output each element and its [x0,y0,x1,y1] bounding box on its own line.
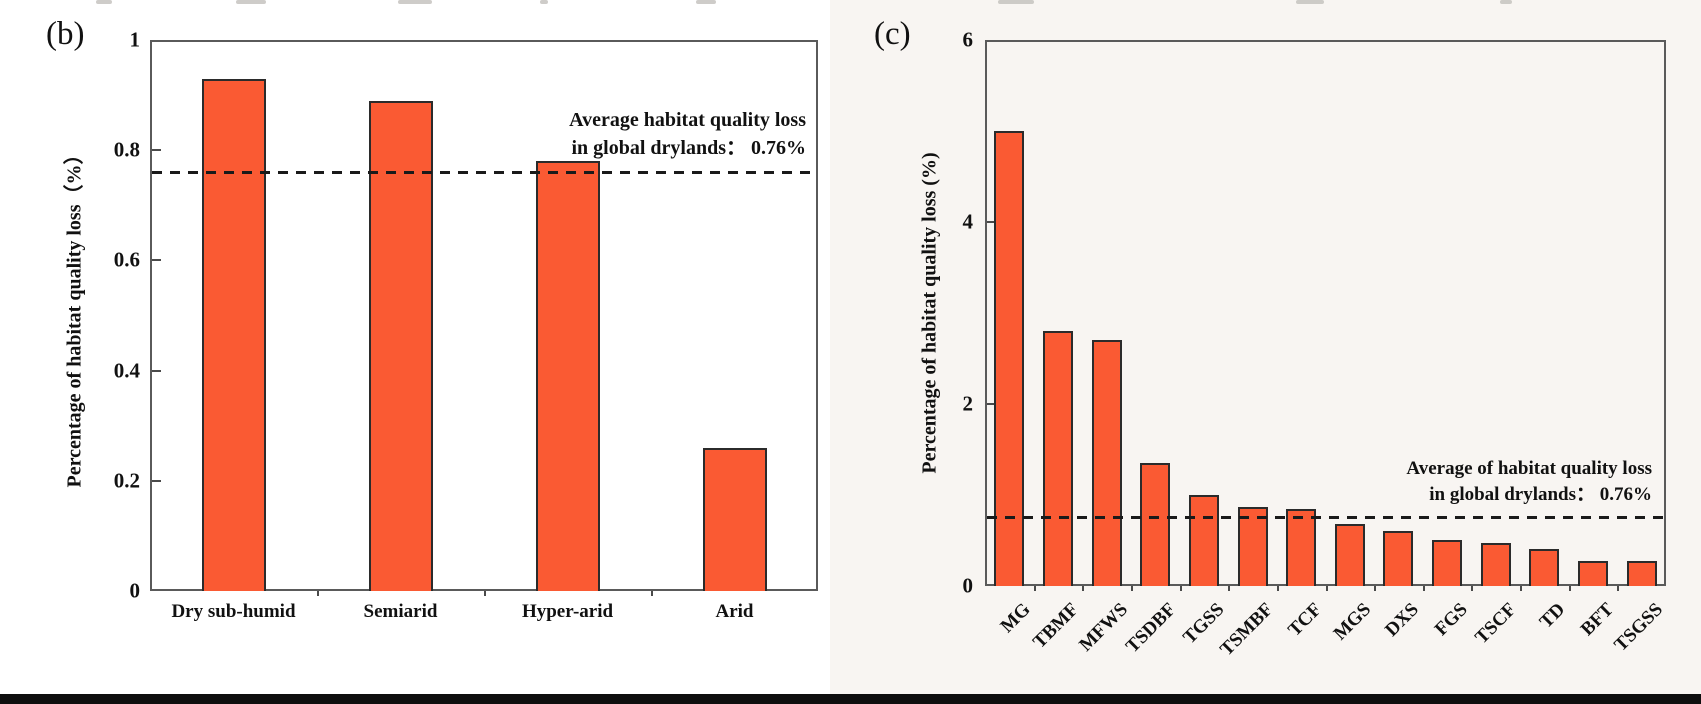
bar [1286,509,1316,586]
reference-line [987,516,1664,519]
bar [1529,549,1559,586]
y-tick-mark [987,403,996,405]
reference-line-annotation: Average habitat quality loss in global dr… [569,106,806,162]
x-tick-mark [1034,586,1036,591]
y-tick-mark [152,259,161,262]
bar [1335,524,1365,586]
x-tick-label: Dry sub-humid [171,601,296,622]
reference-line-annotation: Average of habitat quality loss in global… [1406,456,1652,508]
x-tick-mark [1277,586,1279,591]
x-tick-mark [1423,586,1425,591]
y-tick-label: 2 [962,391,974,416]
bar [1627,561,1657,586]
bar [536,161,600,591]
top-crop-artifact [236,0,266,4]
x-tick-mark [1569,586,1571,591]
bar [202,79,266,591]
y-tick-label: 1 [129,27,141,52]
y-tick-label: 0.8 [113,137,140,162]
x-tick-label: Arid [715,601,754,622]
top-crop-artifact [96,0,112,4]
top-crop-artifact [1296,0,1324,4]
bar [1140,463,1170,586]
bar [994,131,1024,586]
x-tick-mark [1326,586,1328,591]
bar [1432,540,1462,586]
bar [1043,331,1073,586]
bar [1238,507,1268,586]
x-tick-mark [1131,586,1133,591]
y-tick-mark [152,149,161,152]
x-tick-mark [1471,586,1473,591]
bar [1578,561,1608,586]
top-crop-artifact [540,0,548,4]
annotation-line-2: in global drylands： 0.76% [571,137,806,159]
annotation-line-2: in global drylands： 0.76% [1429,484,1652,505]
y-tick-label: 4 [962,209,974,234]
x-tick-label: Hyper-arid [521,601,614,622]
x-tick-mark [1082,586,1084,591]
x-tick-mark [1374,586,1376,591]
y-tick-mark [152,369,161,372]
bar [1189,495,1219,586]
x-tick-mark [484,591,486,596]
reference-line [152,171,816,174]
y-tick-mark [987,221,996,223]
bar [369,101,433,591]
y-tick-label: 0 [129,578,141,603]
bar [1481,543,1511,586]
top-crop-artifact [398,0,432,4]
annotation-line-1: Average habitat quality loss [569,109,806,131]
top-crop-artifact [696,0,716,4]
x-tick-mark [651,591,653,596]
bar [1092,340,1122,586]
y-tick-label: 0.4 [113,358,140,383]
top-crop-artifact [998,0,1034,4]
panel-letter: (b) [46,16,85,52]
x-tick-mark [1228,586,1230,591]
y-tick-mark [152,479,161,482]
x-tick-mark [317,591,319,596]
y-tick-label: 0.2 [113,468,140,493]
y-tick-label: 0.6 [113,247,140,272]
y-axis-label: Percentage of habitat quality loss（%） [63,144,86,487]
bottom-border-bar [0,694,1701,704]
x-tick-mark [1180,586,1182,591]
bar [1383,531,1413,586]
y-tick-label: 6 [962,27,974,52]
x-tick-mark [1617,586,1619,591]
y-tick-label: 0 [962,573,974,598]
x-tick-mark [1520,586,1522,591]
panel-letter: (c) [874,16,911,52]
plot-frame [150,40,818,591]
bar [703,448,767,591]
y-axis-label: Percentage of habitat quality loss (%) [918,152,941,474]
x-tick-label: Semiarid [363,601,438,622]
top-crop-artifact [1500,0,1512,4]
annotation-line-1: Average of habitat quality loss [1406,458,1652,479]
plot-frame [985,40,1666,586]
